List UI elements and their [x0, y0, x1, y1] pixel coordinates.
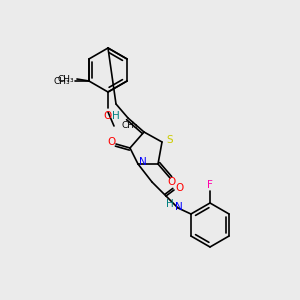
- Text: S: S: [167, 135, 173, 145]
- Text: N: N: [175, 202, 183, 212]
- Text: O: O: [168, 177, 176, 187]
- Text: O: O: [107, 137, 115, 147]
- Text: O: O: [104, 111, 112, 121]
- Text: CH₃: CH₃: [57, 74, 74, 83]
- Text: O: O: [176, 183, 184, 193]
- Text: CH₃: CH₃: [53, 76, 70, 85]
- Text: H: H: [112, 111, 120, 121]
- Text: F: F: [207, 180, 213, 190]
- Text: N: N: [139, 157, 147, 167]
- Text: CH₃: CH₃: [122, 122, 139, 130]
- Text: H: H: [166, 199, 174, 209]
